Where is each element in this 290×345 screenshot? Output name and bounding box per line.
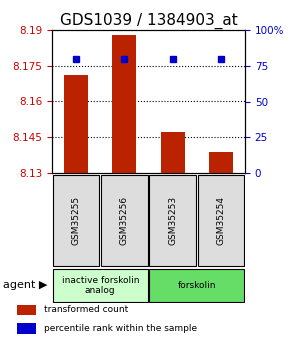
Bar [64,75,88,173]
Bar [149,175,196,266]
Bar [149,269,244,302]
Bar [17,305,36,315]
Text: GSM35255: GSM35255 [72,196,81,245]
Bar [198,175,244,266]
Bar [101,175,148,266]
Bar [209,151,233,173]
Bar [112,35,136,173]
Text: percentile rank within the sample: percentile rank within the sample [44,324,197,333]
Text: GSM35253: GSM35253 [168,196,177,245]
Bar [161,132,185,173]
Text: GSM35254: GSM35254 [216,196,225,245]
Text: GSM35256: GSM35256 [120,196,129,245]
Text: forskolin: forskolin [177,281,216,290]
Text: inactive forskolin
analog: inactive forskolin analog [61,276,139,295]
Text: transformed count: transformed count [44,305,128,314]
Title: GDS1039 / 1384903_at: GDS1039 / 1384903_at [60,12,238,29]
Text: agent ▶: agent ▶ [3,280,47,290]
Bar [53,175,99,266]
Bar [17,323,36,334]
Bar [53,269,148,302]
